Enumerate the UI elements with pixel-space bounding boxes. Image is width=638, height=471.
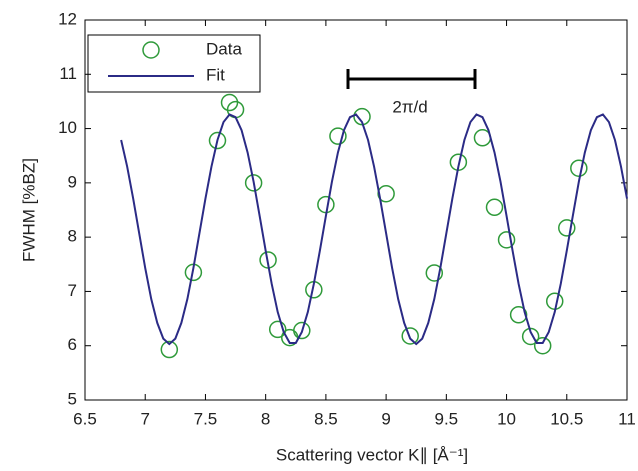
data-point <box>244 174 263 192</box>
annotation: 2π/d <box>392 97 427 116</box>
data-point <box>268 320 287 339</box>
x-tick-label: 11 <box>618 409 636 428</box>
y-tick-label: 9 <box>68 172 77 191</box>
data-point <box>521 327 540 346</box>
data-point <box>208 131 227 150</box>
data-point <box>570 159 588 177</box>
data-point <box>533 336 552 355</box>
legend-box <box>87 34 261 93</box>
x-tick-label: 7 <box>140 409 149 428</box>
x-tick-label: 10 <box>497 409 516 428</box>
x-tick-label: 9 <box>381 409 390 428</box>
data-point <box>425 264 444 282</box>
x-tick-label: 6.5 <box>73 409 97 428</box>
y-tick-label: 11 <box>59 64 77 83</box>
x-axis-label: Scattering vector K∥ [Å⁻¹] <box>276 445 468 464</box>
data-point <box>293 321 311 340</box>
y-tick-label: 10 <box>58 118 77 137</box>
y-tick-label: 6 <box>68 335 77 354</box>
legend-label: Data <box>206 39 242 58</box>
scale-bar <box>346 69 477 89</box>
fit-line <box>120 113 628 346</box>
x-tick-label: 9.5 <box>435 409 459 428</box>
x-tick-label: 8 <box>261 409 270 428</box>
legend-marker <box>142 41 160 59</box>
y-axis-label: FWHM [%BZ] <box>19 158 38 262</box>
x-tick-label: 7.5 <box>194 409 218 428</box>
data-point <box>485 198 504 217</box>
data-point <box>497 231 516 249</box>
data-point <box>160 340 179 359</box>
data-point <box>558 219 576 237</box>
x-tick-label: 8.5 <box>314 409 338 428</box>
y-tick-label: 8 <box>68 227 77 246</box>
data-point <box>329 127 347 145</box>
y-tick-label: 5 <box>68 389 77 408</box>
x-tick-label: 10.5 <box>550 409 583 428</box>
data-point <box>377 184 395 203</box>
y-tick-label: 12 <box>58 9 77 28</box>
y-tick-label: 7 <box>68 281 77 300</box>
data-point <box>401 327 419 345</box>
legend-label: Fit <box>206 65 225 84</box>
data-point <box>509 306 528 324</box>
